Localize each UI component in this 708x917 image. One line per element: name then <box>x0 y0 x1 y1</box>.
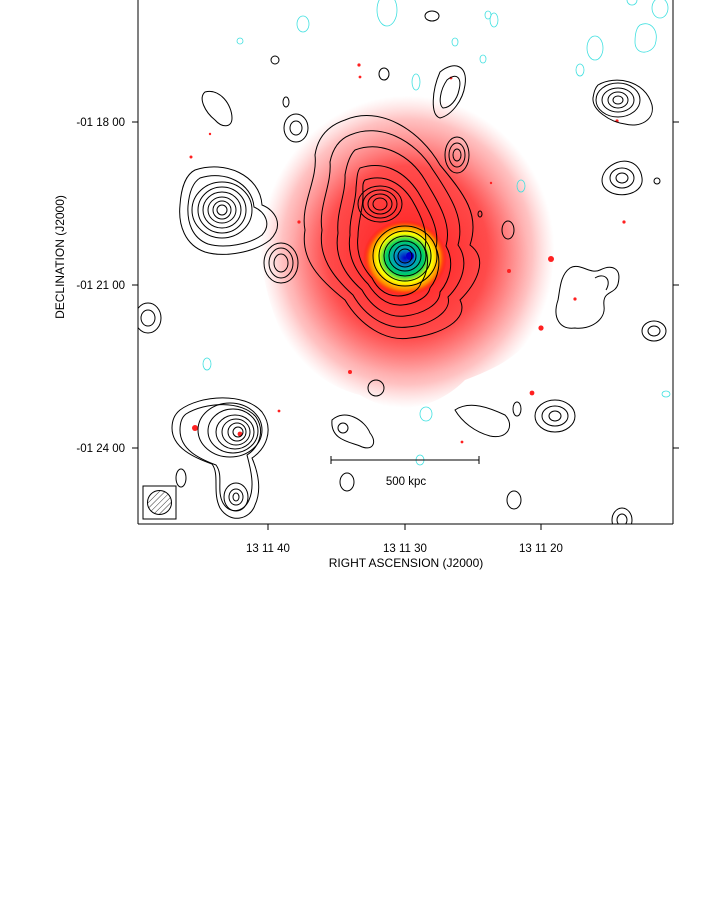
radio-negative-contours <box>202 0 671 466</box>
y-tick-label: -01 18 00 <box>76 117 125 129</box>
axis-ticks <box>132 121 679 530</box>
x-axis-title: RIGHT ASCENSION (J2000) <box>329 556 484 570</box>
x-tick-label: 13 11 40 <box>246 543 290 555</box>
radio-positive-contours <box>138 10 667 524</box>
scale-bar-label: 500 kpc <box>386 476 427 488</box>
xray-point-sources <box>189 63 626 444</box>
y-axis-title: DECLINATION (J2000) <box>53 195 67 319</box>
y-tick-labels: -01 18 00 -01 21 00 -01 24 00 <box>76 117 125 455</box>
y-tick-label: -01 24 00 <box>76 443 125 455</box>
plot-area: 500 kpc <box>132 0 679 530</box>
scale-bar <box>330 456 480 464</box>
y-tick-label: -01 21 00 <box>76 280 125 292</box>
x-tick-label: 13 11 30 <box>383 543 427 555</box>
x-tick-label: 13 11 20 <box>519 543 563 555</box>
x-tick-labels: 13 11 40 13 11 30 13 11 20 <box>246 543 563 555</box>
beam-symbol <box>142 485 177 520</box>
